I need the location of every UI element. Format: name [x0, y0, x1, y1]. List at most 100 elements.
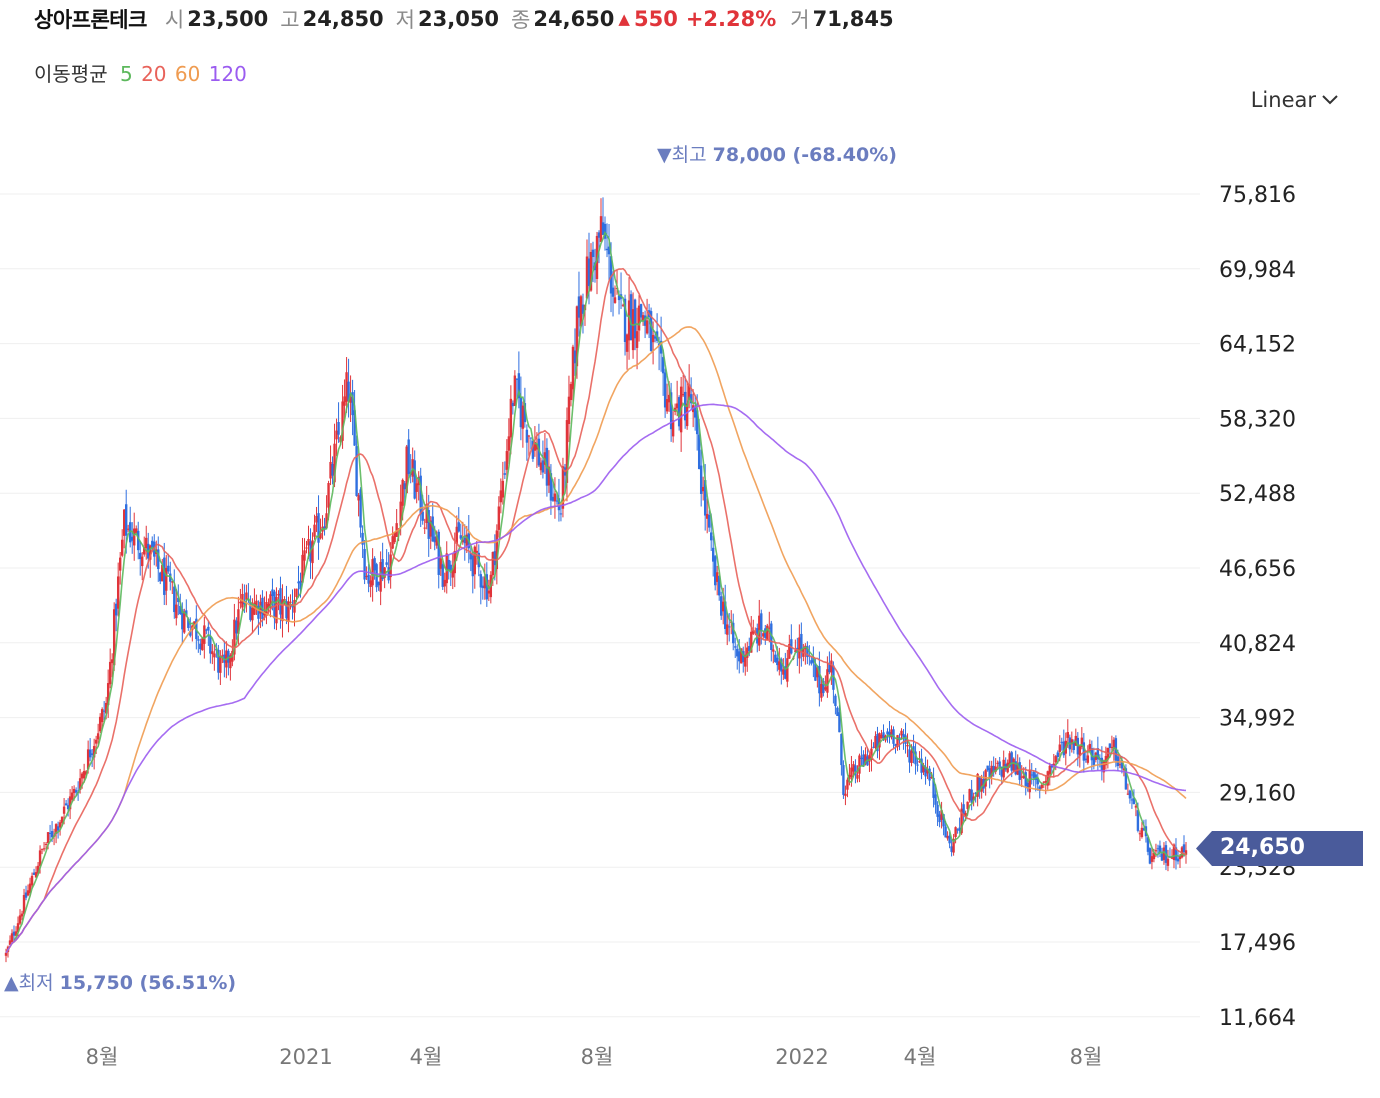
candle-body	[413, 460, 416, 499]
x-tick-label: 4월	[904, 1045, 937, 1069]
candle-body	[493, 551, 497, 566]
candle-body	[287, 601, 290, 623]
candle-body	[744, 654, 747, 667]
candle-body	[471, 555, 474, 577]
candle-body	[433, 536, 436, 543]
candle-body	[157, 549, 160, 570]
candle-body	[948, 835, 951, 844]
candle-body	[1178, 856, 1182, 860]
candle-body	[613, 297, 617, 303]
candle-body	[106, 683, 110, 706]
candle-body	[872, 746, 875, 748]
candle-body	[387, 567, 390, 581]
high-label: ▼최고	[657, 144, 713, 166]
candle-body	[1010, 752, 1013, 771]
candle-body	[856, 774, 859, 779]
candle-body	[523, 403, 527, 423]
candle-body	[265, 602, 268, 616]
candle-body	[269, 594, 272, 608]
candle-body	[1030, 774, 1033, 776]
candle-body	[84, 771, 88, 775]
candle-body	[505, 451, 509, 470]
stock-name[interactable]: 상아프론테크	[34, 8, 147, 32]
candle-body	[720, 596, 723, 616]
candle-body	[271, 589, 274, 597]
candle-body	[177, 597, 180, 603]
candle-body	[800, 633, 803, 653]
candle-body	[894, 743, 897, 747]
candle-body	[463, 537, 466, 544]
change-percent: +2.28%	[685, 7, 777, 31]
candle-body	[437, 531, 440, 575]
candle-body	[519, 397, 523, 428]
candle-body	[443, 579, 446, 587]
scale-selector[interactable]: Linear	[1251, 88, 1338, 112]
ma-20-label[interactable]: 20	[141, 62, 167, 86]
candle-body	[173, 586, 176, 613]
candle-body	[681, 394, 685, 396]
candle-body	[116, 576, 120, 609]
candle-body	[617, 295, 621, 301]
candle-body	[569, 384, 573, 401]
candle-body	[810, 660, 813, 664]
candle-body	[319, 532, 322, 539]
candle-body	[479, 574, 483, 588]
candle-body	[661, 357, 665, 374]
candle-body	[633, 299, 637, 339]
price-header: 상아프론테크 시 23,500 고 24,850 저 23,050 종 24,6…	[34, 4, 906, 34]
candle-body	[914, 751, 917, 765]
candle-body	[780, 659, 783, 672]
candle-body	[68, 796, 72, 810]
candle-body	[1044, 780, 1047, 783]
candle-body	[920, 758, 923, 773]
candle-body	[1086, 755, 1090, 763]
candle-body	[946, 835, 949, 839]
ma-5-label[interactable]: 5	[119, 62, 133, 86]
candle-body	[567, 396, 571, 425]
candle-body	[752, 630, 755, 634]
candle-body	[451, 569, 454, 578]
candle-body	[1128, 790, 1132, 799]
candle-body	[667, 394, 671, 403]
candle-body	[531, 440, 535, 459]
candle-body	[307, 538, 310, 546]
candle-body	[994, 766, 997, 772]
candle-body	[435, 536, 438, 546]
candle-body	[1158, 845, 1162, 853]
candle-body	[513, 375, 517, 407]
candle-body	[697, 434, 701, 470]
candle-body	[585, 256, 589, 299]
candle-body	[958, 827, 961, 831]
candle-body	[219, 656, 222, 673]
candle-body	[551, 496, 555, 501]
candle-body	[56, 826, 60, 831]
candle-body	[928, 768, 931, 781]
ma-60-label[interactable]: 60	[174, 62, 201, 86]
low-value: 23,050	[418, 7, 500, 31]
candle-body	[517, 373, 521, 399]
candle-body	[353, 410, 356, 446]
candle-body	[183, 611, 186, 633]
candle-body	[1146, 837, 1150, 852]
candle-body	[986, 765, 989, 771]
candle-body	[42, 848, 46, 850]
low-annotation: ▲최저 15,750 (56.51%)	[4, 972, 236, 994]
ma-120-label[interactable]: 120	[208, 62, 247, 86]
candle-body	[509, 398, 513, 438]
candle-body	[818, 666, 821, 694]
candle-body	[369, 580, 372, 587]
candle-body	[669, 392, 673, 430]
candle-body	[381, 559, 384, 580]
candle-body	[924, 766, 927, 777]
candle-body	[970, 789, 973, 803]
x-tick-label: 8월	[1070, 1045, 1103, 1069]
candle-body	[337, 422, 340, 435]
high-label: 고	[280, 8, 300, 32]
candle-body	[86, 749, 90, 770]
close-label: 종	[511, 8, 531, 32]
candle-body	[325, 513, 328, 529]
candle-body	[32, 872, 36, 875]
candle-body	[1084, 758, 1088, 761]
candle-body	[1038, 786, 1041, 791]
